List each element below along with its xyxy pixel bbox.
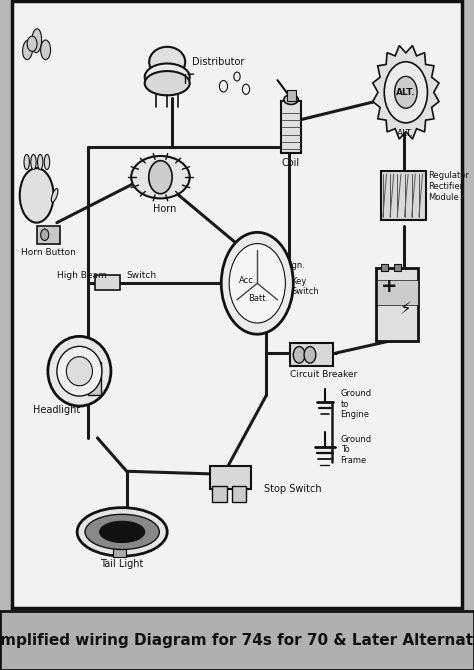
Text: Horn Button: Horn Button [21,247,76,257]
Text: Ground
to
Engine: Ground to Engine [340,389,372,419]
Ellipse shape [23,40,33,60]
Circle shape [234,72,240,81]
Ellipse shape [131,156,190,198]
Text: Coil: Coil [282,157,300,168]
Text: Acc.: Acc. [239,276,257,285]
Circle shape [304,346,316,363]
Ellipse shape [149,47,185,77]
Text: Circuit Breaker: Circuit Breaker [290,370,357,379]
Ellipse shape [37,155,43,170]
Ellipse shape [44,155,50,170]
Text: ALT.: ALT. [396,88,416,96]
Circle shape [384,62,428,123]
Polygon shape [373,46,439,139]
Bar [376,268,419,341]
Text: Ign.: Ign. [289,261,305,269]
Bar [286,90,296,101]
Text: Tail Light: Tail Light [100,559,144,569]
Bar [210,466,250,489]
Text: Batt.: Batt. [248,294,268,303]
Bar [212,486,227,502]
Ellipse shape [32,29,42,53]
Bar [232,486,246,502]
Circle shape [242,84,250,94]
Circle shape [221,232,293,334]
Circle shape [229,244,285,323]
Text: Headlight: Headlight [33,405,81,415]
Ellipse shape [100,521,145,543]
Ellipse shape [57,346,102,396]
Ellipse shape [77,508,167,556]
Ellipse shape [145,71,190,95]
Text: Horn: Horn [153,204,177,214]
Text: Distributor: Distributor [192,57,244,67]
Text: Stop Switch: Stop Switch [264,484,322,494]
Text: Ground
To
Frame: Ground To Frame [340,435,372,465]
Text: ⚡: ⚡ [400,299,412,318]
Ellipse shape [31,155,36,170]
Ellipse shape [41,40,51,60]
Text: Regulator
Rectifier
Module: Regulator Rectifier Module [428,171,469,202]
Bar [88,362,101,395]
Bar [0,611,474,670]
Bar [113,547,126,557]
Ellipse shape [284,94,298,105]
Ellipse shape [27,36,37,52]
Ellipse shape [48,336,111,406]
Text: +: + [381,277,398,296]
Ellipse shape [145,64,190,90]
Circle shape [219,80,228,92]
Bar [290,343,333,366]
Bar [95,275,120,290]
Bar [381,265,388,271]
Text: Key
Switch: Key Switch [291,277,319,296]
Text: Simplified wiring Diagram for 74s for 70 & Later Alternator: Simplified wiring Diagram for 74s for 70… [0,633,474,648]
Text: ALT.: ALT. [397,129,414,137]
Text: Switch: Switch [127,271,157,280]
Ellipse shape [85,515,159,549]
Circle shape [41,229,49,241]
Bar [381,171,426,220]
Ellipse shape [66,356,92,386]
Ellipse shape [20,168,54,222]
Ellipse shape [51,189,58,202]
Circle shape [293,346,305,363]
Circle shape [149,161,172,194]
Bar [394,265,401,271]
Ellipse shape [24,155,29,170]
Circle shape [394,76,417,109]
Text: High Beam: High Beam [57,271,107,280]
Bar [36,226,60,244]
Bar [281,101,301,153]
Bar [376,280,418,304]
